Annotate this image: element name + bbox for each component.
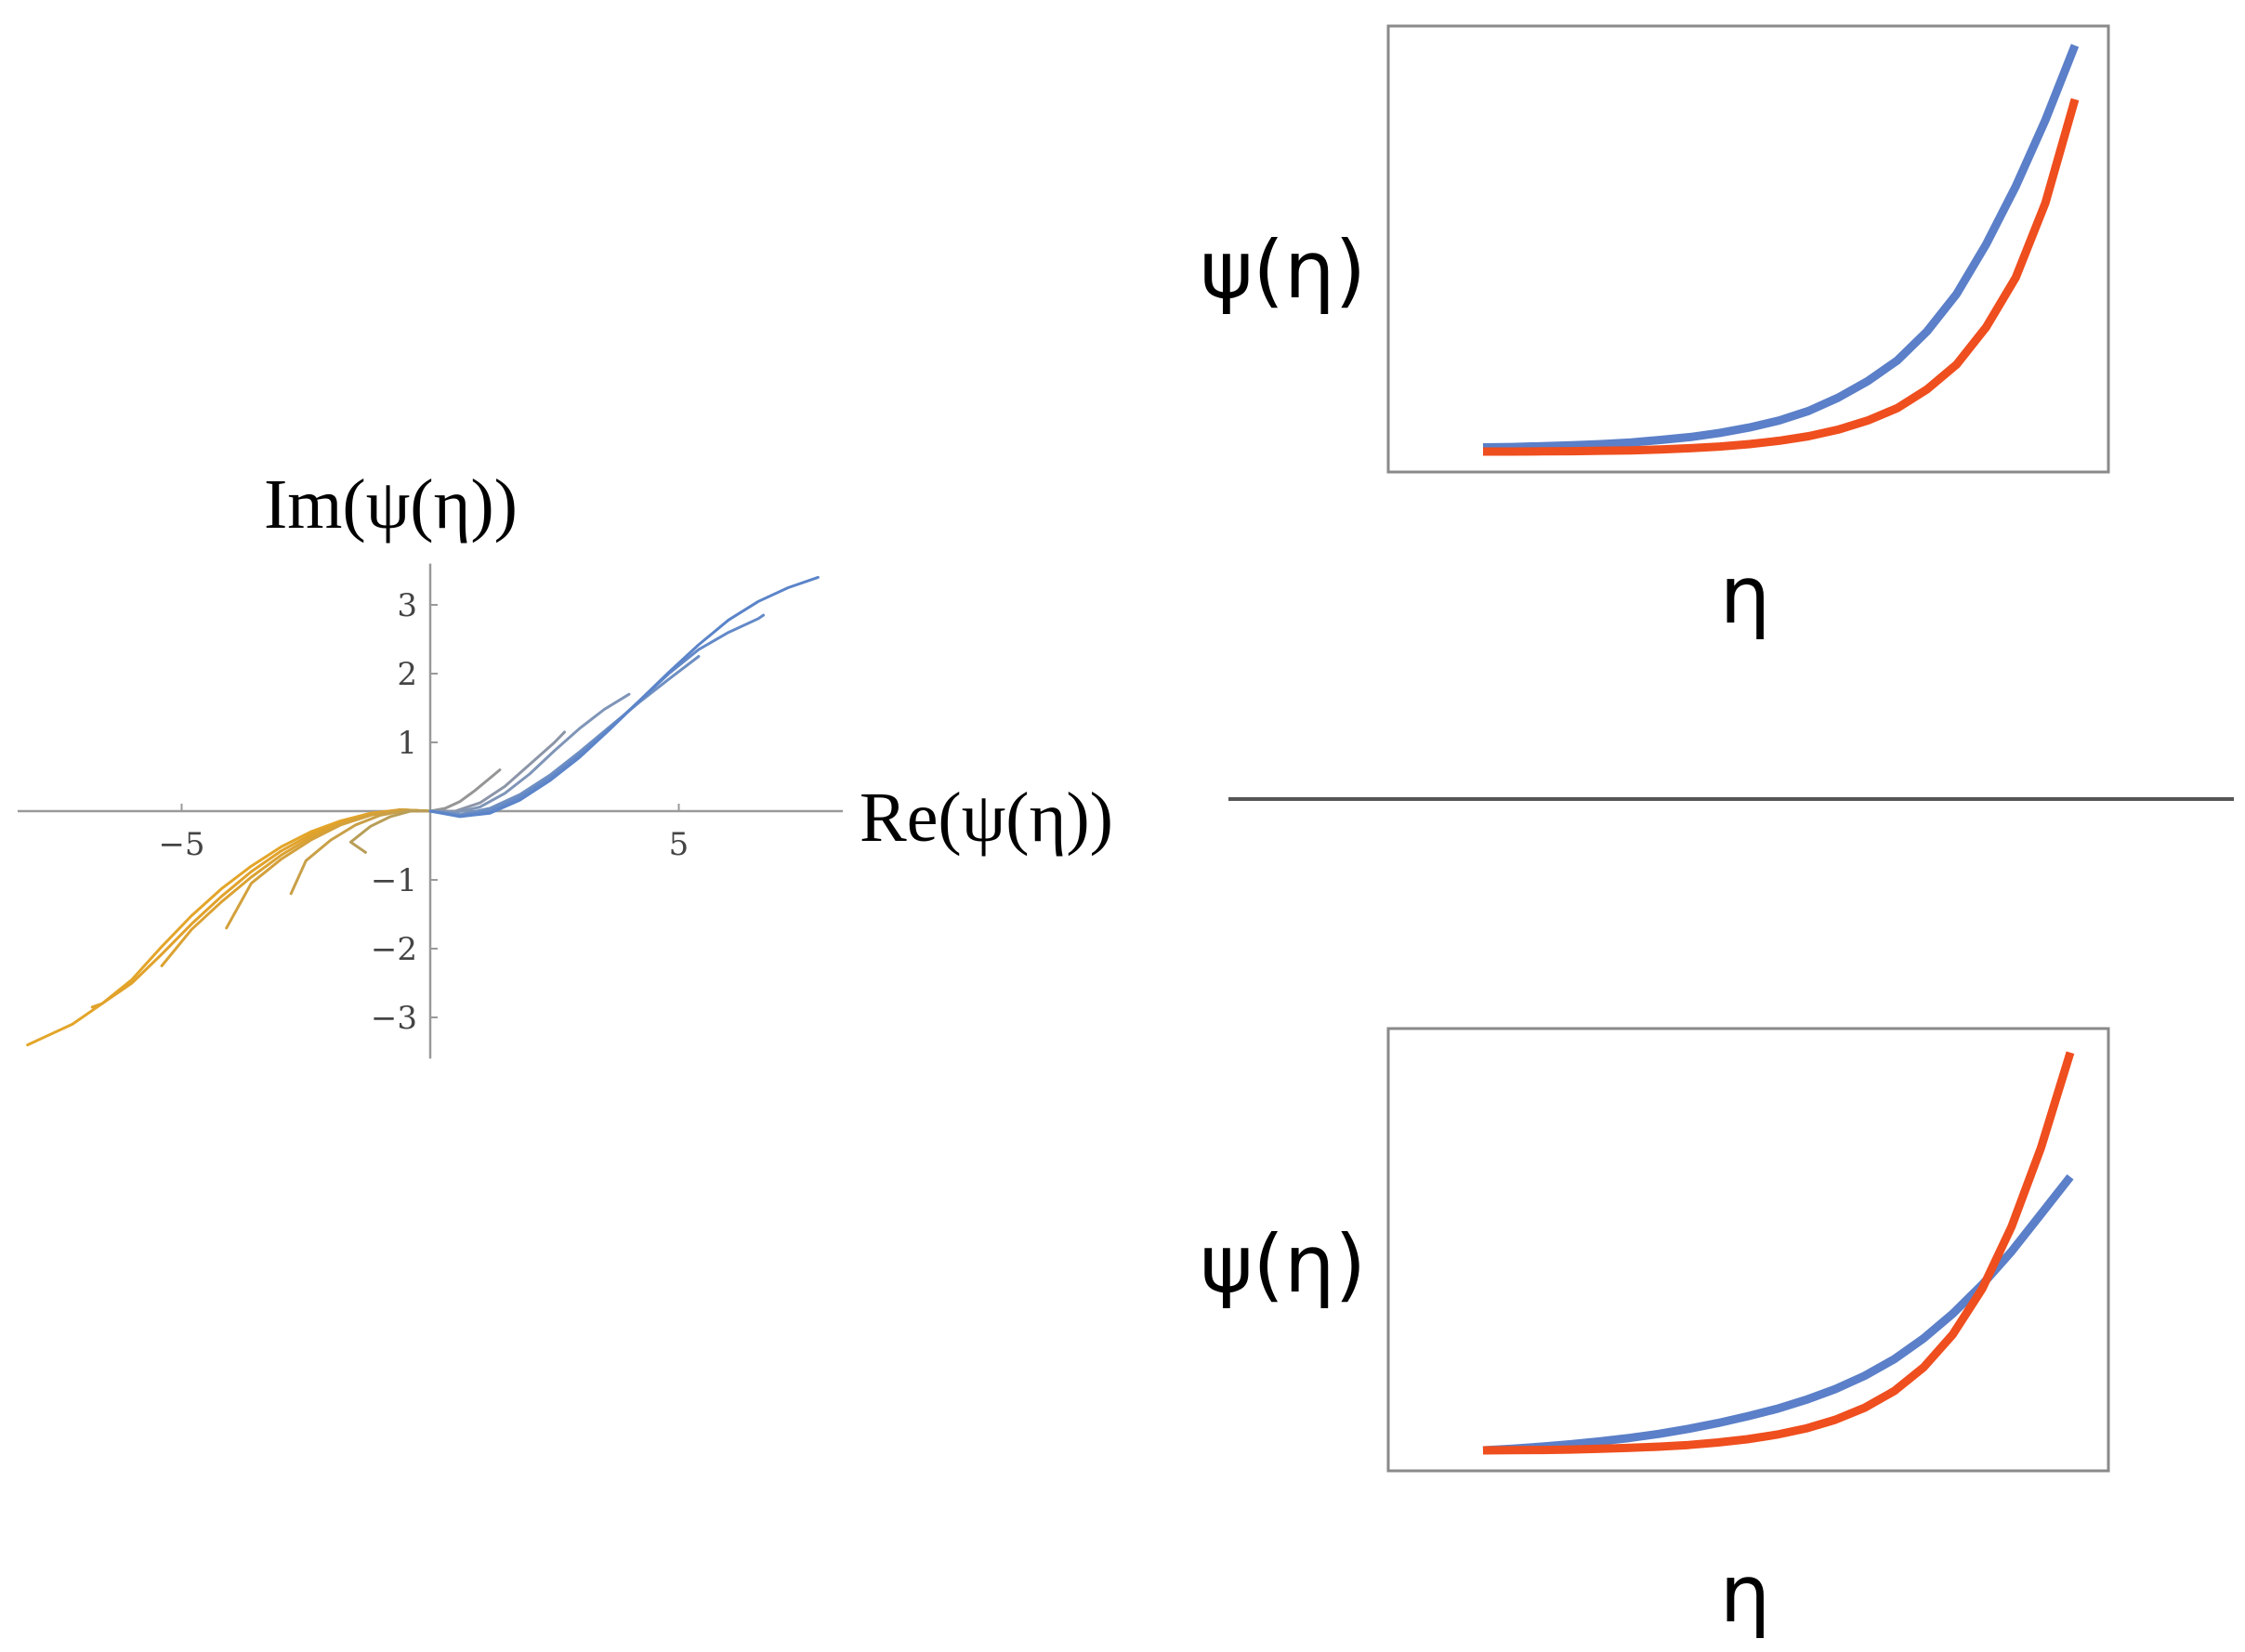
y-tick-label: 3 bbox=[397, 587, 417, 624]
series-line bbox=[428, 575, 820, 819]
curve-pair bbox=[1482, 1051, 2075, 1455]
plot-frame bbox=[1386, 1027, 2110, 1473]
series-line bbox=[289, 808, 432, 896]
y-tick-label: −2 bbox=[371, 931, 417, 968]
y-axis-label: Im(ψ(η)) bbox=[264, 465, 518, 544]
curve-family bbox=[26, 575, 820, 1047]
axis-ticks: −5 5 −3 −2 −1 1 2 3 bbox=[158, 587, 689, 1037]
bottom-right-plot: ψ(η) η bbox=[1201, 1027, 2110, 1641]
series-line bbox=[428, 655, 701, 817]
y-axis-label: ψ(η) bbox=[1201, 1218, 1366, 1311]
series-line bbox=[225, 808, 432, 930]
y-tick-label: 1 bbox=[397, 725, 417, 762]
curve-pair bbox=[1482, 44, 2080, 456]
x-axis-label: η bbox=[1720, 1548, 1771, 1641]
series-line bbox=[1483, 98, 2080, 456]
complex-plane-plot: −5 5 −3 −2 −1 1 2 3 Im(ψ(η)) Re(ψ(η)) bbox=[17, 465, 1113, 1059]
x-axis-label: η bbox=[1720, 549, 1771, 642]
top-right-plot: ψ(η) η bbox=[1201, 24, 2110, 642]
series-line bbox=[348, 809, 432, 854]
y-tick-label: −1 bbox=[371, 862, 417, 899]
series-line bbox=[1482, 1051, 2075, 1455]
plot-frame bbox=[1386, 24, 2110, 474]
series-line bbox=[1482, 1173, 2074, 1455]
y-tick-label: −3 bbox=[371, 1000, 417, 1037]
y-tick-label: 2 bbox=[397, 656, 417, 693]
y-axis-label: ψ(η) bbox=[1201, 224, 1366, 317]
x-tick-label: −5 bbox=[158, 826, 204, 863]
series-line bbox=[428, 692, 631, 814]
x-tick-label: 5 bbox=[669, 826, 689, 863]
series-line bbox=[1482, 44, 2080, 452]
series-line bbox=[428, 768, 502, 813]
x-axis-label: Re(ψ(η)) bbox=[860, 779, 1113, 857]
